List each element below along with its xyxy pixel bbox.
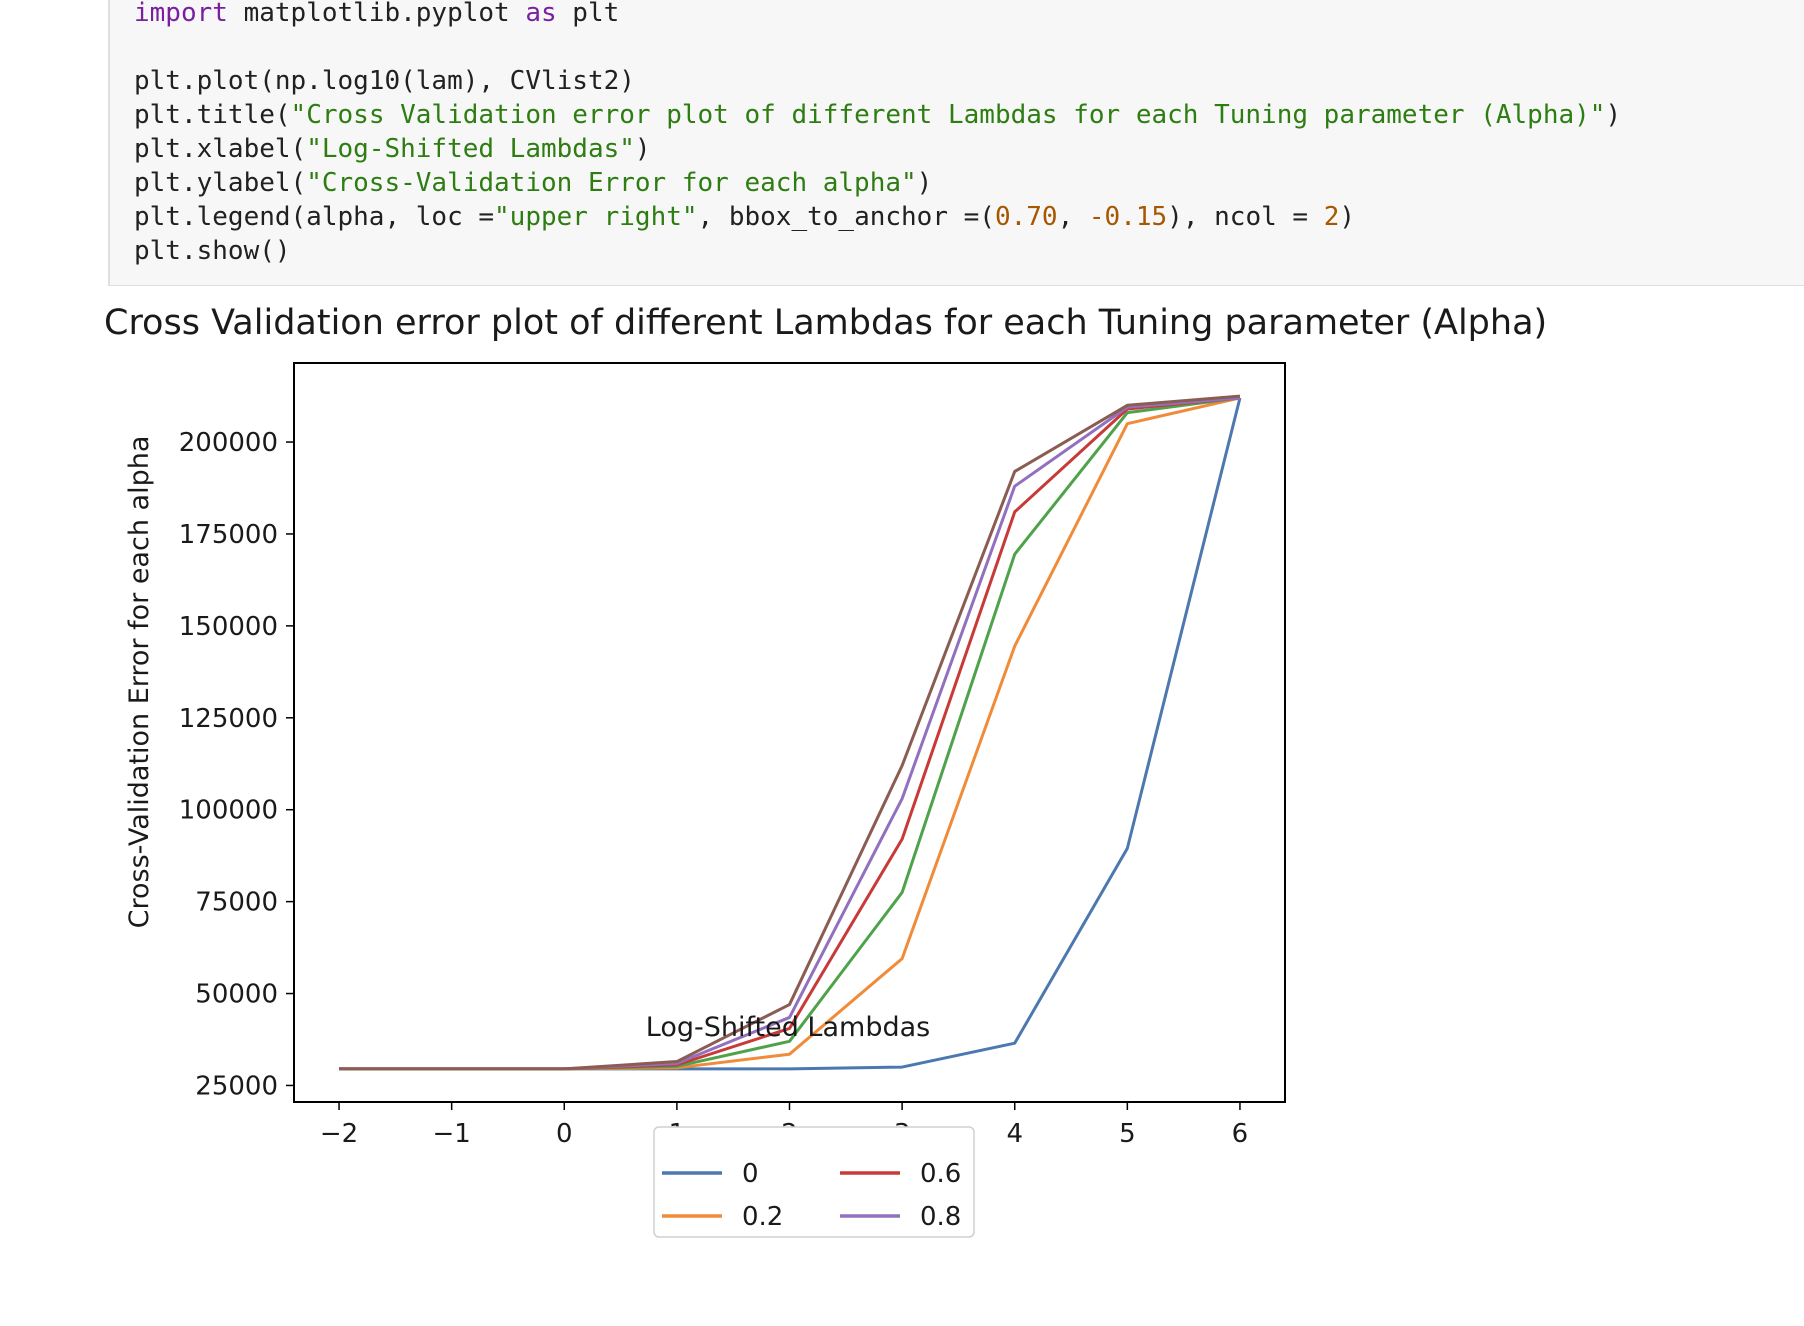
chart-title: Cross Validation error plot of different…: [104, 303, 1547, 343]
code-token: plt.plot(np.log10(lam), CVlist2): [134, 66, 635, 96]
code-token: ): [634, 134, 651, 164]
legend-label: 0.2: [742, 1202, 783, 1232]
code-line: plt.title("Cross Validation error plot o…: [134, 98, 1621, 132]
y-tick-label: 150000: [179, 612, 278, 642]
y-tick-label: 125000: [179, 704, 278, 734]
x-tick-label: 4: [1006, 1119, 1023, 1149]
code-token: "Log-Shifted Lambdas": [306, 134, 635, 164]
code-token: matplotlib.pyplot: [227, 0, 526, 28]
code-token: plt.legend(alpha, loc =: [134, 202, 495, 232]
code-token: , bbox_to_anchor =(: [697, 202, 995, 232]
code-token: "Cross Validation error plot of differen…: [290, 100, 1606, 130]
legend-label: 0.6: [920, 1159, 961, 1189]
code-token: 0.70: [994, 202, 1058, 232]
code-line: import matplotlib.pyplot as plt: [134, 0, 619, 30]
code-line: plt.show(): [134, 234, 291, 268]
code-token: ), ncol =: [1167, 202, 1324, 232]
x-axis-label: Log-Shifted Lambdas: [646, 1012, 930, 1043]
code-token: plt.ylabel(: [134, 168, 307, 198]
code-token: plt: [556, 0, 620, 28]
x-tick-label: 5: [1119, 1119, 1136, 1149]
code-token: plt.title(: [134, 100, 291, 130]
code-token: import: [134, 0, 228, 28]
x-tick-label: −2: [320, 1119, 358, 1149]
code-line: plt.plot(np.log10(lam), CVlist2): [134, 64, 635, 98]
code-token: as: [525, 0, 557, 28]
legend-label: 0: [742, 1159, 759, 1189]
code-token: ): [1605, 100, 1622, 130]
code-token: ): [1339, 202, 1356, 232]
code-cell[interactable]: import matplotlib.pyplot as plt plt.plot(…: [108, 0, 1804, 286]
legend-label: 0.8: [920, 1202, 961, 1232]
code-token: "Cross-Validation Error for each alpha": [306, 168, 917, 198]
line-chart: Cross Validation error plot of different…: [104, 303, 1547, 1238]
series-line-0-8: [339, 396, 1241, 1071]
code-token: plt.xlabel(: [134, 134, 307, 164]
y-tick-label: 200000: [179, 428, 278, 458]
y-axis-label: Cross-Validation Error for each alpha: [124, 436, 155, 929]
cell-output: Cross Validation error plot of different…: [0, 286, 1804, 1322]
legend-box: [653, 1126, 975, 1238]
plot-frame: [293, 362, 1286, 1103]
x-tick-label: −1: [432, 1119, 470, 1149]
code-token: -0.15: [1088, 202, 1168, 232]
series-line-1: [339, 394, 1241, 1071]
series-line-0-6: [339, 396, 1241, 1071]
series-line-0: [339, 397, 1242, 1071]
y-tick-label: 50000: [195, 980, 278, 1010]
code-token: ): [916, 168, 933, 198]
y-tick-label: 25000: [195, 1071, 278, 1101]
chart-legend: 0 0.2 0.6 0.8: [653, 1126, 975, 1238]
code-line: plt.ylabel("Cross-Validation Error for e…: [134, 166, 932, 200]
code-token: 2: [1323, 202, 1340, 232]
series-line-0-4: [339, 396, 1241, 1071]
y-tick-label: 100000: [179, 796, 278, 826]
code-token: ,: [1057, 202, 1089, 232]
y-tick-label: 75000: [195, 888, 278, 918]
code-token: "upper right": [494, 202, 698, 232]
series-line-0-2: [339, 396, 1241, 1071]
code-token: plt.show(): [134, 236, 291, 266]
code-line: plt.xlabel("Log-Shifted Lambdas"): [134, 132, 651, 166]
x-tick-label: 0: [556, 1119, 573, 1149]
y-tick-label: 175000: [179, 520, 278, 550]
code-line: plt.legend(alpha, loc ="upper right", bb…: [134, 200, 1355, 234]
x-tick-label: 6: [1232, 1119, 1249, 1149]
